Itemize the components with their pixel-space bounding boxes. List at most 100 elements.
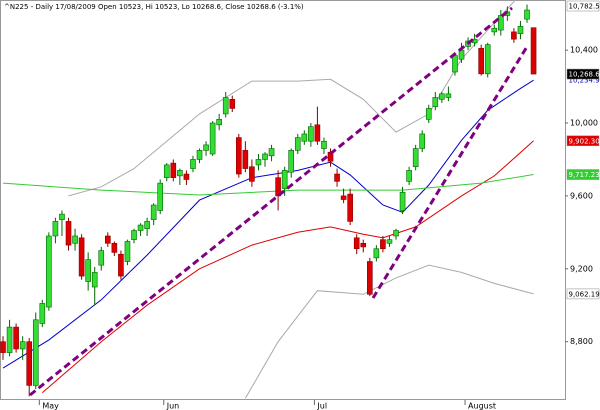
candle-body bbox=[347, 193, 353, 222]
candle-body bbox=[105, 235, 111, 244]
candle-body bbox=[6, 326, 13, 353]
value-label-box bbox=[566, 288, 600, 300]
value-label-box bbox=[566, 68, 600, 80]
candle-body bbox=[517, 26, 524, 35]
candle-body bbox=[0, 341, 6, 353]
candle-body bbox=[26, 341, 33, 386]
candle-body bbox=[209, 122, 216, 155]
candle-body bbox=[288, 150, 295, 173]
y-tick-label: 10,000 bbox=[570, 119, 598, 128]
trend-line bbox=[29, 6, 513, 397]
candle-body bbox=[498, 15, 504, 31]
indicator-line bbox=[41, 140, 534, 394]
candle-body bbox=[78, 237, 85, 277]
x-tick-label: August bbox=[468, 402, 496, 410]
candle-body bbox=[150, 204, 157, 220]
candle-body bbox=[196, 150, 203, 160]
candle-body bbox=[32, 319, 39, 386]
candle-body bbox=[314, 124, 321, 142]
candle-body bbox=[124, 241, 131, 262]
candle-body bbox=[163, 164, 170, 178]
candle-body bbox=[334, 173, 340, 182]
candle-body bbox=[432, 97, 439, 107]
candle-body bbox=[308, 126, 314, 142]
candle-body bbox=[137, 224, 144, 231]
plot-frame bbox=[0, 0, 566, 400]
candle-body bbox=[399, 191, 406, 211]
candle-body bbox=[445, 93, 452, 98]
candle-body bbox=[222, 97, 229, 115]
candle-body bbox=[19, 341, 26, 350]
candle-body bbox=[491, 27, 498, 33]
candle-body bbox=[321, 140, 327, 149]
value-label-box bbox=[566, 135, 600, 147]
candle-body bbox=[131, 230, 137, 240]
indicator-line bbox=[2, 79, 534, 369]
candle-body bbox=[419, 133, 426, 149]
candle-body bbox=[242, 150, 249, 169]
candle-body bbox=[91, 272, 98, 288]
trend-line bbox=[371, 44, 530, 299]
candle-body bbox=[412, 148, 419, 168]
candle-body bbox=[229, 99, 236, 109]
value-label-box bbox=[566, 169, 600, 180]
candle-body bbox=[268, 148, 275, 157]
candle-body bbox=[275, 177, 281, 197]
candle-body bbox=[373, 248, 380, 259]
candle-body bbox=[393, 230, 399, 237]
value-label: 9,902.30 bbox=[569, 137, 600, 145]
candle-body bbox=[524, 9, 530, 20]
y-tick-label: 9,600 bbox=[570, 191, 593, 200]
value-label-box bbox=[567, 75, 599, 86]
candle-body bbox=[294, 137, 301, 151]
candle-body bbox=[439, 93, 445, 100]
candle-body bbox=[157, 182, 164, 211]
candle-body bbox=[52, 221, 59, 237]
chart-title: ^N225 - Daily 17/08/2009 Open 10523, Hi … bbox=[4, 3, 304, 11]
candle-body bbox=[281, 170, 288, 189]
candle-body bbox=[111, 242, 118, 253]
candle-body bbox=[144, 221, 150, 230]
candle-body bbox=[85, 259, 91, 282]
candle-body bbox=[39, 303, 46, 324]
x-tick-label: May bbox=[42, 402, 59, 410]
x-tick-label: Jun bbox=[166, 402, 180, 410]
candle-body bbox=[46, 235, 52, 308]
candle-body bbox=[170, 162, 177, 178]
candle-body bbox=[301, 133, 308, 142]
candle-body bbox=[530, 27, 537, 75]
candle-body bbox=[367, 261, 373, 295]
indicator-line bbox=[244, 264, 534, 399]
candle-body bbox=[203, 144, 209, 151]
value-label-box bbox=[566, 0, 600, 12]
candle-body bbox=[118, 253, 124, 277]
candle-body bbox=[249, 166, 255, 182]
y-tick-label: 10,400 bbox=[570, 46, 598, 55]
y-tick-label: 9,200 bbox=[570, 264, 593, 273]
value-label: 9,717.23 bbox=[569, 171, 600, 179]
candle-body bbox=[190, 159, 196, 169]
candle-body bbox=[13, 326, 19, 350]
candle-body bbox=[425, 108, 432, 120]
candle-body bbox=[98, 250, 105, 266]
y-tick-label: 8,800 bbox=[570, 337, 593, 346]
candle-body bbox=[340, 195, 347, 200]
candle-body bbox=[65, 221, 72, 246]
value-label: 10,268.6 bbox=[569, 71, 600, 79]
candle-body bbox=[386, 239, 393, 244]
x-tick-label: Jul bbox=[316, 402, 327, 410]
candle-body bbox=[262, 153, 268, 160]
candle-body bbox=[360, 242, 367, 248]
trend-lines bbox=[29, 6, 530, 397]
candle-body bbox=[380, 239, 386, 250]
candle-body bbox=[484, 44, 491, 75]
candle-body bbox=[177, 170, 183, 177]
candle-body bbox=[353, 237, 360, 250]
plot-area bbox=[0, 0, 537, 399]
value-label: 10,234.9 bbox=[569, 77, 600, 85]
candle-body bbox=[511, 31, 517, 40]
value-label: 9,062.19 bbox=[569, 290, 600, 298]
candle-body bbox=[236, 137, 242, 175]
